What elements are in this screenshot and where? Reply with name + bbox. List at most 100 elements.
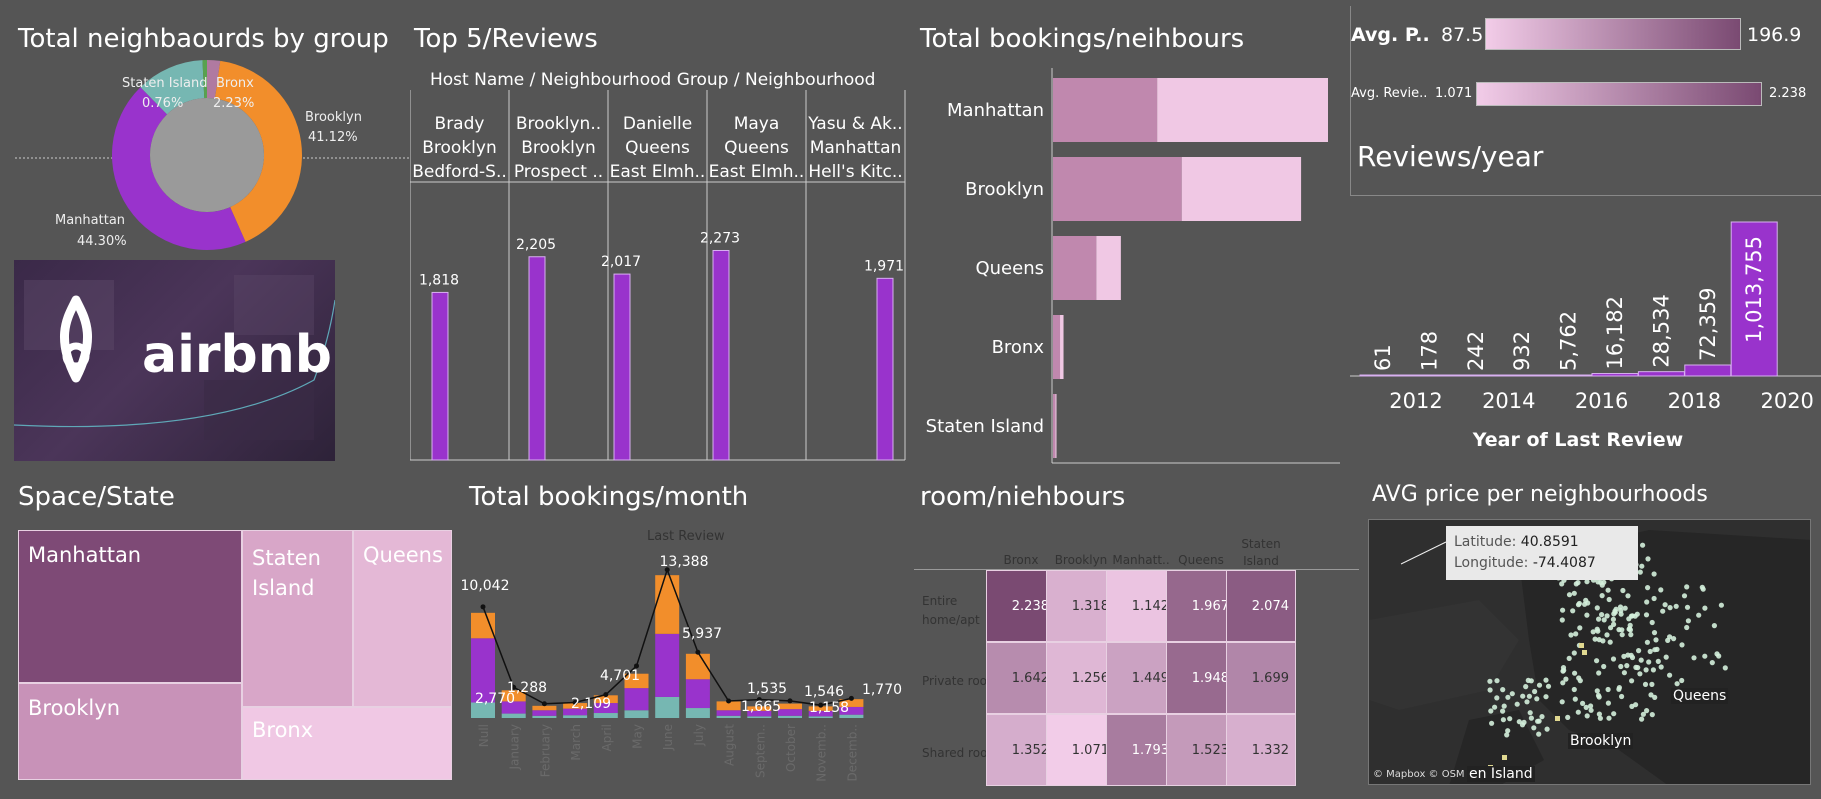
- month-bar-orange: [655, 575, 680, 634]
- map-point: [1570, 608, 1576, 614]
- map-point: [1584, 612, 1590, 618]
- map-point: [1684, 584, 1690, 590]
- map-point: [1674, 681, 1680, 687]
- map-point: [1565, 714, 1571, 720]
- map-point: [1571, 590, 1577, 596]
- map-point: [1528, 678, 1534, 684]
- month-trend-point: [634, 663, 639, 669]
- map-point: [1616, 685, 1622, 691]
- map-point: [1519, 722, 1526, 728]
- map-point: [1592, 636, 1598, 642]
- map-point: [1572, 670, 1578, 676]
- avg-price-legend-max: 196.9: [1747, 24, 1802, 46]
- room-heatmap-cell[interactable]: 1.071: [1046, 714, 1116, 786]
- month-tick-label: March: [569, 724, 583, 761]
- room-heatmap-value: 1.523: [1191, 743, 1229, 758]
- month-bar-orange: [593, 695, 618, 704]
- room-heatmap-cell[interactable]: 1.948: [1166, 642, 1236, 714]
- avg-price-legend-label: Avg. P..: [1351, 24, 1430, 46]
- price-map[interactable]: Latitude: 40.8591 Longitude: -74.4087 Qu…: [1368, 519, 1811, 785]
- map-point: [1568, 632, 1574, 638]
- month-bar-teal: [716, 715, 741, 718]
- ryear-bar-label: 5,762: [1557, 311, 1581, 371]
- map-point: [1696, 612, 1702, 618]
- map-point: [1487, 678, 1493, 684]
- bookings-bar-segment-a: [1053, 315, 1061, 379]
- map-point: [1642, 681, 1649, 687]
- ryear-bar: [1684, 364, 1732, 377]
- map-point: [1643, 667, 1649, 673]
- treemap-label: Staten Island: [252, 546, 321, 600]
- month-trend-point: [756, 697, 762, 703]
- top5-group-name: Queens: [625, 138, 690, 158]
- top5-bar: [712, 249, 730, 461]
- donut-label-staten-name: Staten Island: [122, 76, 207, 91]
- map-point: [1616, 627, 1622, 633]
- map-point: [1594, 658, 1600, 664]
- month-bar-orange: [839, 699, 864, 707]
- map-point: [1667, 605, 1673, 611]
- map-point: [1584, 579, 1590, 585]
- month-title: Total bookings/month: [469, 482, 749, 512]
- month-bar-teal: [655, 696, 680, 718]
- map-attribution[interactable]: © Mapbox © OSM: [1373, 769, 1465, 780]
- map-point: [1590, 629, 1596, 635]
- map-highlight-point: [1579, 643, 1584, 648]
- month-bar-label: 2,109: [571, 696, 611, 712]
- map-point: [1610, 656, 1617, 662]
- room-heatmap-cell[interactable]: 1.318: [1046, 570, 1116, 642]
- donut-slice-brooklyn: [214, 60, 303, 242]
- map-point: [1577, 625, 1583, 631]
- room-heatmap-cell[interactable]: 2.074: [1226, 570, 1296, 642]
- month-tick-label: Decemb..: [845, 724, 859, 782]
- treemap-queens[interactable]: Queens: [353, 530, 452, 707]
- treemap-brooklyn[interactable]: Brooklyn: [18, 683, 242, 780]
- map-point: [1566, 592, 1573, 598]
- room-heatmap-value: 1.352: [1011, 743, 1049, 758]
- month-bar-purple: [685, 679, 710, 709]
- map-point: [1645, 585, 1651, 591]
- top5-bar-label: 1,971: [864, 258, 904, 274]
- treemap-manhattan[interactable]: Manhattan: [18, 530, 242, 683]
- room-heatmap-value: 1.332: [1251, 743, 1289, 758]
- ryear-bar: [1405, 374, 1453, 377]
- room-heatmap-cell[interactable]: 2.238: [986, 570, 1056, 642]
- bookings-row-label: Manhattan: [947, 100, 1044, 121]
- map-point: [1640, 711, 1646, 717]
- map-label-staten: en Island: [1467, 766, 1535, 782]
- room-heatmap-cell[interactable]: 1.142: [1106, 570, 1176, 642]
- donut-label-bronx-name: Bronx: [216, 76, 254, 91]
- room-heatmap-cell[interactable]: 1.449: [1106, 642, 1176, 714]
- ryear-bar-label: 178: [1417, 331, 1441, 371]
- map-label-queens: Queens: [1671, 688, 1729, 704]
- treemap-staten-island[interactable]: Staten Island: [242, 530, 353, 707]
- map-point: [1681, 593, 1688, 599]
- room-heatmap-cell[interactable]: 1.699: [1226, 642, 1296, 714]
- map-point: [1560, 665, 1567, 671]
- bookings-bar-segment-a: [1053, 157, 1182, 221]
- map-point: [1655, 658, 1661, 664]
- ryear-bar: [1637, 371, 1685, 377]
- room-heatmap-cell[interactable]: 1.967: [1166, 570, 1236, 642]
- top5-header: Host Name / Neighbourhood Group / Neighb…: [430, 70, 876, 90]
- map-point: [1543, 694, 1549, 700]
- room-heatmap-cell[interactable]: 1.642: [986, 642, 1056, 714]
- map-point: [1507, 716, 1513, 722]
- map-point: [1576, 675, 1582, 681]
- month-trend-point: [787, 698, 793, 704]
- map-point: [1492, 704, 1498, 710]
- room-heatmap-cell[interactable]: 1.523: [1166, 714, 1236, 786]
- top5-bar-label: 2,017: [601, 254, 641, 270]
- treemap-bronx[interactable]: Bronx: [242, 707, 452, 780]
- map-point: [1662, 602, 1668, 608]
- map-point: [1500, 717, 1506, 723]
- map-point: [1651, 595, 1657, 602]
- map-point: [1524, 699, 1530, 705]
- donut-chart: Staten Island 0.76% Bronx 2.23% Brooklyn 41.1…: [15, 60, 410, 251]
- month-bar-orange: [471, 612, 495, 639]
- room-heatmap-cell[interactable]: 1.332: [1226, 714, 1296, 786]
- month-bar-purple: [655, 633, 680, 697]
- room-row-label: Private room: [922, 674, 999, 688]
- map-point: [1629, 678, 1635, 684]
- month-trend-point: [541, 701, 547, 707]
